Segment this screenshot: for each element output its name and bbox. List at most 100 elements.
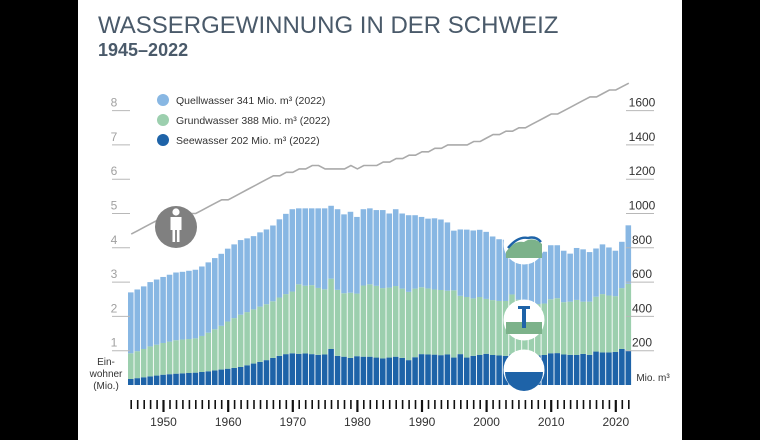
bar-seewasser	[328, 348, 334, 386]
bar-grundwasser	[205, 332, 212, 372]
bar-quellwasser	[212, 258, 218, 330]
bar-seewasser	[496, 355, 502, 385]
bar-quellwasser	[205, 262, 212, 333]
bar-quellwasser	[502, 239, 509, 301]
bar-quellwasser	[612, 250, 619, 297]
bar-grundwasser	[147, 346, 153, 377]
bar-seewasser	[386, 357, 393, 385]
bar-seewasser	[263, 360, 270, 385]
bar-quellwasser	[541, 251, 548, 304]
bar-seewasser	[257, 361, 263, 385]
bar-seewasser	[554, 353, 561, 385]
bar-seewasser	[418, 354, 425, 385]
bar-quellwasser	[573, 247, 580, 300]
bar-quellwasser	[438, 219, 444, 290]
bar-seewasser	[302, 353, 309, 385]
bar-quellwasser	[593, 248, 599, 297]
bar-quellwasser	[347, 211, 354, 293]
bar-seewasser	[347, 357, 354, 385]
bar-seewasser	[405, 360, 412, 385]
bar-seewasser	[625, 350, 632, 385]
bar-grundwasser	[231, 318, 237, 368]
bar-seewasser	[276, 355, 283, 386]
bar-grundwasser	[212, 329, 218, 371]
bar-seewasser	[173, 373, 179, 385]
bar-quellwasser	[244, 238, 250, 313]
bar-grundwasser	[593, 296, 599, 352]
legend-swatch-quellwasser	[157, 94, 169, 106]
bar-quellwasser	[367, 208, 373, 285]
chart: WASSERGEWINNUNG IN DER SCHWEIZ 1945–2022…	[89, 12, 671, 429]
bar-grundwasser	[567, 301, 573, 355]
bar-grundwasser	[599, 294, 606, 353]
bar-seewasser	[573, 354, 580, 385]
bar-seewasser	[586, 354, 593, 385]
bar-seewasser	[308, 354, 315, 385]
bar-quellwasser	[257, 232, 263, 307]
x-tick-label: 1990	[409, 415, 436, 429]
bar-quellwasser	[296, 208, 302, 285]
chart-title: WASSERGEWINNUNG IN DER SCHWEIZ	[98, 12, 558, 39]
bar-grundwasser	[347, 292, 354, 358]
bar-quellwasser	[606, 247, 612, 296]
bar-seewasser	[431, 354, 438, 385]
bar-seewasser	[192, 372, 199, 385]
bar-grundwasser	[431, 289, 438, 355]
bar-seewasser	[580, 353, 586, 385]
bar-quellwasser	[160, 276, 166, 343]
bar-grundwasser	[560, 302, 567, 355]
bar-grundwasser	[328, 278, 334, 349]
bar-quellwasser	[522, 246, 528, 302]
bar-grundwasser	[128, 353, 134, 379]
bar-quellwasser	[302, 208, 309, 286]
bar-quellwasser	[405, 215, 412, 292]
bar-seewasser	[560, 354, 567, 385]
bar-seewasser	[399, 357, 405, 385]
bar-grundwasser	[140, 348, 147, 378]
bar-seewasser	[567, 354, 573, 385]
bar-grundwasser	[457, 295, 464, 355]
bar-quellwasser	[431, 218, 438, 290]
left-tick-label: 3	[111, 267, 118, 281]
bar-grundwasser	[496, 300, 502, 356]
x-tick-label: 2010	[538, 415, 565, 429]
bar-seewasser	[224, 368, 231, 385]
bar-seewasser	[392, 356, 399, 385]
bar-quellwasser	[341, 214, 347, 294]
bar-seewasser	[153, 375, 160, 385]
left-tick-label: 6	[111, 164, 118, 178]
bar-grundwasser	[464, 297, 470, 358]
bar-quellwasser	[412, 215, 418, 289]
bar-quellwasser	[224, 248, 231, 322]
bar-grundwasser	[257, 306, 263, 362]
bar-quellwasser	[392, 209, 399, 287]
bar-grundwasser	[134, 351, 141, 379]
bar-grundwasser	[199, 335, 205, 372]
bar-grundwasser	[619, 288, 625, 349]
bar-grundwasser	[367, 284, 373, 357]
right-tick-label: 1000	[629, 199, 656, 213]
bar-quellwasser	[625, 225, 632, 284]
bar-seewasser	[483, 353, 489, 385]
bar-quellwasser	[134, 289, 141, 352]
bar-grundwasser	[192, 338, 199, 373]
bar-grundwasser	[263, 304, 270, 361]
bar-grundwasser	[425, 288, 431, 355]
bar-grundwasser	[296, 284, 302, 354]
bar-quellwasser	[586, 252, 593, 302]
left-tick-label: 7	[111, 130, 118, 144]
bar-quellwasser	[425, 218, 431, 289]
bar-quellwasser	[328, 205, 334, 279]
bar-grundwasser	[218, 325, 225, 370]
lake-icon	[503, 349, 545, 391]
bar-grundwasser	[160, 342, 166, 375]
left-axis-label: wohner	[89, 369, 123, 380]
bar-grundwasser	[580, 301, 586, 354]
bar-seewasser	[457, 354, 464, 385]
bar-seewasser	[186, 373, 192, 386]
bar-seewasser	[134, 378, 141, 385]
bar-grundwasser	[250, 309, 257, 364]
bar-grundwasser	[302, 285, 309, 354]
bar-grundwasser	[489, 300, 496, 355]
bar-grundwasser	[321, 289, 328, 355]
